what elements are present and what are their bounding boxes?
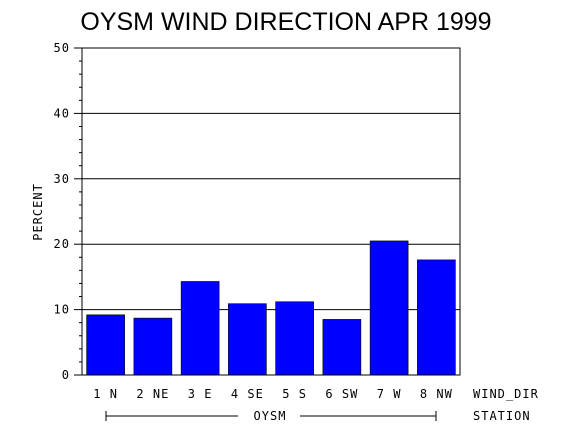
x-tick-labels: 1 N 2 NE 3 E 4 SE 5 S 6 SW 7 W 8 NW (93, 387, 453, 401)
y-tick-label: 20 (54, 237, 70, 251)
bar-7 (369, 240, 409, 376)
y-tick-label: 10 (54, 303, 70, 317)
chart-title: OYSM WIND DIRECTION APR 1999 (80, 8, 491, 36)
x-tick-label: 8 NW (420, 387, 453, 401)
y-axis-label: PERCENT (31, 183, 45, 241)
x-tick-label: 1 N (93, 387, 118, 401)
x-tick-label: 5 S (282, 387, 307, 401)
bar-5 (275, 301, 314, 376)
bar-4 (228, 303, 267, 376)
x-tick-label: 6 SW (325, 387, 358, 401)
bar-1 (86, 314, 125, 376)
bar-3 (180, 281, 220, 376)
y-tick-label: 0 (62, 368, 70, 382)
y-tick-label: 30 (54, 172, 70, 186)
bar-8 (417, 259, 456, 376)
x-tick-label: 7 W (377, 387, 402, 401)
x-axis-label: WIND_DIR (473, 387, 539, 401)
bars (86, 240, 456, 376)
x-tick-label: 4 SE (231, 387, 264, 401)
y-tick-label: 40 (54, 106, 70, 120)
y-tick-label: 50 (54, 41, 70, 55)
station-axis-label: STATION (473, 409, 531, 423)
x-tick-label: 2 NE (136, 387, 169, 401)
bar-2 (133, 317, 173, 376)
bar-6 (322, 319, 362, 376)
y-ticks: 0 10 20 30 40 50 (54, 41, 82, 382)
station-group-label: OYSM (254, 409, 287, 423)
plot-frame (81, 47, 461, 376)
x-tick-label: 3 E (188, 387, 213, 401)
